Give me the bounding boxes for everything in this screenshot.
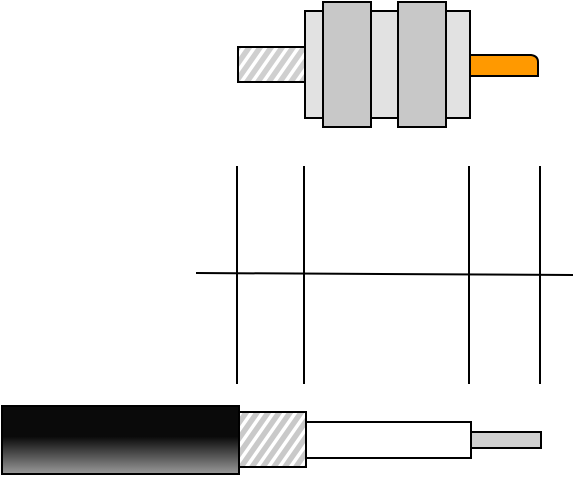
connector-center-pin (470, 55, 538, 76)
connector-nut-rear-outline (397, 1, 447, 128)
cable-center-conductor (471, 432, 541, 448)
cable-outer-jacket (1, 405, 240, 475)
cable-braid-shield (238, 411, 307, 468)
cable-group (1, 405, 542, 475)
connector-nut-front (323, 2, 371, 127)
guide-lines-group (195, 166, 574, 384)
guide-baseline (195, 272, 574, 276)
connector-nut-rear (398, 2, 446, 127)
connector-thread-sleeve (237, 46, 306, 83)
connector-body-outline (304, 10, 471, 119)
connector-group (237, 1, 539, 128)
connector-nut-front-outline (322, 1, 372, 128)
connector-center-pin-outline (470, 54, 539, 77)
cable-dielectric (305, 422, 471, 458)
